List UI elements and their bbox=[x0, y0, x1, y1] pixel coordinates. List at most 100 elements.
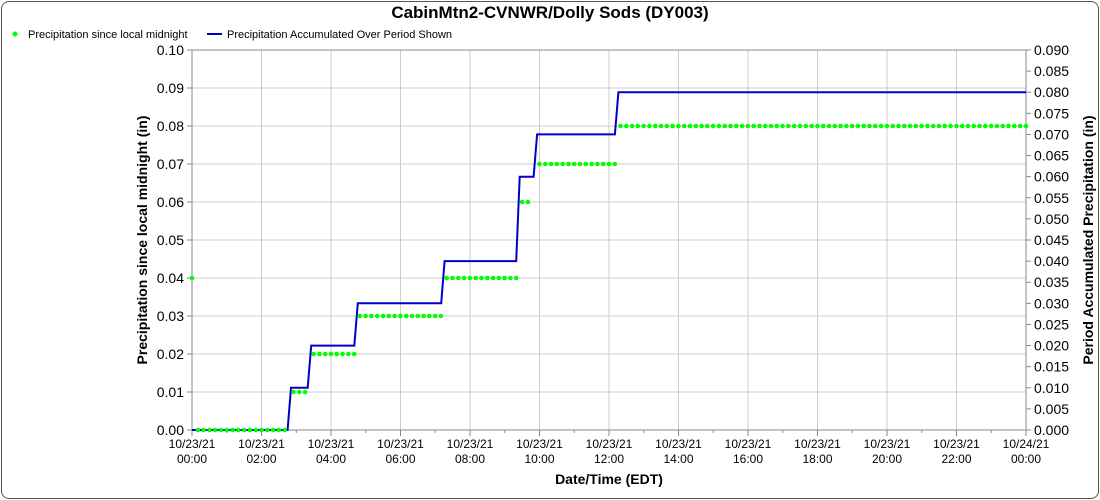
data-point bbox=[618, 123, 623, 129]
data-point bbox=[867, 123, 872, 129]
data-point bbox=[595, 161, 600, 167]
data-point bbox=[508, 275, 513, 281]
data-point bbox=[809, 123, 814, 129]
x-tick-time: 08:00 bbox=[455, 452, 485, 466]
data-point bbox=[635, 123, 641, 129]
data-point bbox=[791, 123, 797, 129]
data-point bbox=[1023, 123, 1029, 129]
data-point bbox=[450, 275, 455, 281]
data-point bbox=[751, 123, 756, 129]
y-axis-left-label: Precipitation since local midnight (in) bbox=[134, 116, 150, 365]
data-point bbox=[965, 123, 971, 129]
data-point bbox=[467, 275, 473, 281]
data-point bbox=[1012, 123, 1017, 129]
data-point bbox=[820, 123, 826, 129]
data-point bbox=[369, 313, 374, 319]
data-point bbox=[577, 161, 583, 167]
data-point bbox=[745, 123, 751, 129]
data-point bbox=[884, 123, 890, 129]
data-point bbox=[919, 123, 924, 129]
data-point bbox=[959, 123, 965, 129]
y-left-tick-label: 0.04 bbox=[157, 270, 184, 286]
data-point bbox=[641, 123, 646, 129]
data-point bbox=[265, 427, 270, 433]
data-point bbox=[409, 313, 415, 319]
y-right-tick-label: 0.020 bbox=[1034, 338, 1069, 354]
data-point bbox=[930, 123, 936, 129]
data-point bbox=[479, 275, 484, 281]
data-point bbox=[803, 123, 809, 129]
data-point bbox=[571, 161, 577, 167]
data-point bbox=[548, 161, 554, 167]
x-tick-time: 16:00 bbox=[733, 452, 763, 466]
data-point bbox=[652, 123, 658, 129]
grid-lines bbox=[191, 49, 1027, 431]
data-point bbox=[780, 123, 785, 129]
x-axis: 10/23/2100:0010/23/2102:0010/23/2104:001… bbox=[169, 430, 1050, 466]
x-tick-time: 18:00 bbox=[802, 452, 832, 466]
y-left-tick-label: 0.09 bbox=[157, 80, 184, 96]
y-right-tick-label: 0.090 bbox=[1034, 42, 1069, 58]
y-left-tick-label: 0.03 bbox=[157, 308, 184, 324]
data-point bbox=[456, 275, 461, 281]
data-point bbox=[687, 123, 693, 129]
legend-label-precip-accumulated: Precipitation Accumulated Over Period Sh… bbox=[227, 29, 452, 41]
data-point bbox=[560, 161, 565, 167]
x-tick-time: 22:00 bbox=[941, 452, 971, 466]
legend-label-precip-since-midnight: Precipitation since local midnight bbox=[28, 29, 188, 41]
data-point bbox=[224, 427, 230, 433]
y-right-tick-label: 0.050 bbox=[1034, 211, 1069, 227]
data-point bbox=[855, 123, 861, 129]
data-point bbox=[710, 123, 716, 129]
y-right-tick-label: 0.005 bbox=[1034, 401, 1069, 417]
data-point bbox=[537, 161, 542, 167]
data-point bbox=[838, 123, 843, 129]
data-point bbox=[276, 427, 282, 433]
data-point bbox=[664, 123, 670, 129]
x-tick-time: 02:00 bbox=[246, 452, 276, 466]
data-point bbox=[832, 123, 838, 129]
x-tick-date: 10/23/21 bbox=[655, 437, 702, 451]
data-point bbox=[739, 123, 745, 129]
data-point bbox=[600, 161, 606, 167]
data-point bbox=[983, 123, 988, 129]
y-right-tick-label: 0.035 bbox=[1034, 274, 1069, 290]
y-axis-right-label: Period Accumulated Precipitation (in) bbox=[1080, 115, 1096, 364]
data-point bbox=[606, 161, 612, 167]
data-point bbox=[403, 313, 409, 319]
data-point bbox=[207, 427, 212, 433]
data-point bbox=[421, 313, 426, 319]
data-point bbox=[230, 427, 235, 433]
y-right-tick-label: 0.025 bbox=[1034, 316, 1069, 332]
y-left-tick-label: 0.02 bbox=[157, 346, 184, 362]
data-point bbox=[734, 123, 739, 129]
data-point bbox=[374, 313, 380, 319]
data-point bbox=[890, 123, 895, 129]
data-point bbox=[728, 123, 733, 129]
data-point bbox=[826, 123, 832, 129]
data-point bbox=[386, 313, 392, 319]
data-point bbox=[432, 313, 438, 319]
series-since-midnight bbox=[189, 123, 1029, 433]
data-point bbox=[357, 313, 363, 319]
data-point bbox=[218, 427, 224, 433]
x-tick-time: 20:00 bbox=[872, 452, 902, 466]
data-point bbox=[438, 313, 444, 319]
data-point bbox=[253, 427, 259, 433]
x-tick-date: 10/23/21 bbox=[169, 437, 216, 451]
data-point bbox=[676, 123, 681, 129]
data-point bbox=[311, 351, 316, 357]
data-point bbox=[236, 427, 241, 433]
data-point bbox=[1017, 123, 1023, 129]
y-left-tick-label: 0.06 bbox=[157, 194, 184, 210]
data-point bbox=[907, 123, 913, 129]
data-point bbox=[351, 351, 357, 357]
x-tick-date: 10/23/21 bbox=[447, 437, 494, 451]
x-tick-date: 10/23/21 bbox=[725, 437, 772, 451]
data-point bbox=[415, 313, 421, 319]
data-point bbox=[786, 123, 791, 129]
data-point bbox=[525, 199, 531, 205]
data-point bbox=[768, 123, 774, 129]
data-point bbox=[913, 123, 919, 129]
